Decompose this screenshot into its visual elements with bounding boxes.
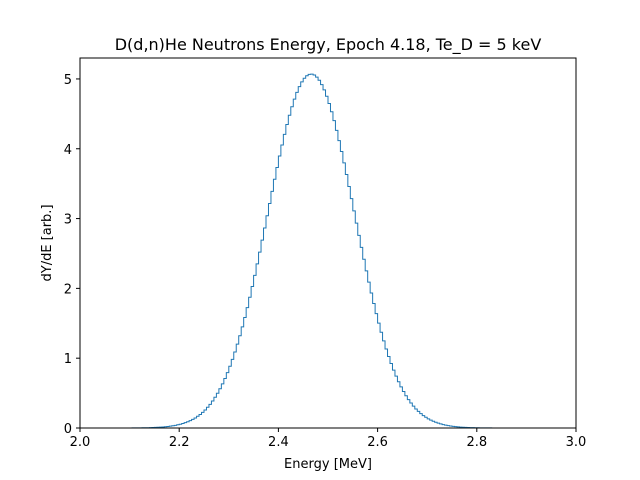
y-tick-label: 2 (64, 282, 72, 297)
x-tick-label: 2.0 (70, 435, 91, 450)
histogram-series (104, 73, 527, 429)
plot-area (104, 73, 527, 429)
x-axis-label: Energy [MeV] (284, 457, 372, 472)
axes-frame (79, 57, 577, 429)
y-tick-label: 5 (64, 73, 72, 88)
x-tick-label: 2.4 (268, 435, 289, 450)
y-axis: 0 1 2 3 4 5 (64, 73, 80, 437)
x-tick-label: 2.2 (169, 435, 190, 450)
y-tick-label: 3 (64, 213, 72, 228)
x-axis: 2.0 2.2 2.4 2.6 2.8 3.0 (70, 428, 587, 450)
x-tick-label: 2.8 (466, 435, 487, 450)
chart-title: D(d,n)He Neutrons Energy, Epoch 4.18, Te… (115, 35, 542, 55)
y-tick-label: 4 (64, 143, 72, 158)
x-tick-label: 2.6 (367, 435, 388, 450)
y-tick-label: 1 (64, 352, 72, 367)
y-axis-label: dY/dE [arb.] (40, 204, 55, 281)
y-tick-label: 0 (64, 422, 72, 437)
x-tick-label: 3.0 (566, 435, 587, 450)
